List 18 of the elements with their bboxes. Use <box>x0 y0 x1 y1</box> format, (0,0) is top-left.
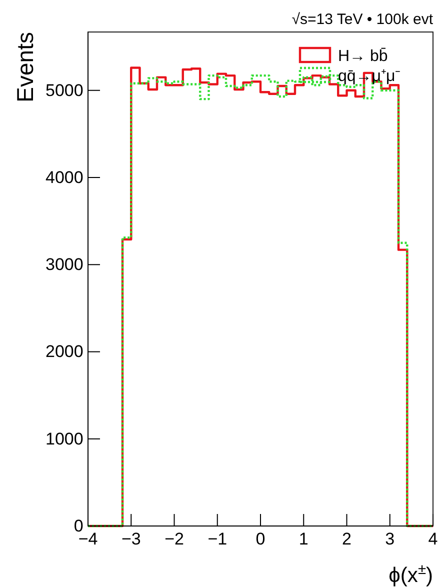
x-tick-label: −3 <box>121 529 141 548</box>
y-tick-label: 5000 <box>45 80 84 100</box>
x-axis-title: ϕ(x$^{±}$) <box>388 562 433 587</box>
legend-label: H→ bb̄ <box>338 48 388 65</box>
y-tick-label: 0 <box>74 516 84 536</box>
x-tick-label: 0 <box>256 529 266 548</box>
x-tick-label: −2 <box>164 529 184 548</box>
x-tick-label: 4 <box>428 529 438 548</box>
y-axis-title: Events <box>12 32 38 102</box>
x-tick-label: −1 <box>208 529 228 548</box>
y-tick-label: 1000 <box>45 429 84 448</box>
y-tick-label: 3000 <box>45 255 84 274</box>
x-tick-label: 2 <box>342 529 352 548</box>
chart-title: √s=13 TeV • 100k evt <box>292 11 434 28</box>
x-tick-label: 1 <box>298 529 308 548</box>
y-tick-label: 2000 <box>45 342 84 362</box>
y-tick-label: 4000 <box>45 168 84 187</box>
x-tick-label: 3 <box>385 529 395 548</box>
